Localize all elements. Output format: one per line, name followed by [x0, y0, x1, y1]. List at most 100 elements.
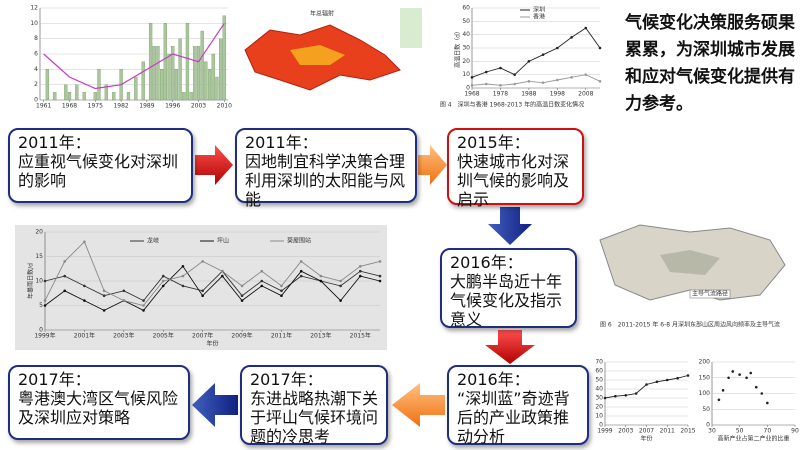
bar	[53, 92, 57, 101]
map-caption: 图 6 2011-2015 年 6-8 月深圳东部山区周边风向频率及主导气流	[600, 321, 780, 329]
x-axis-label: 年份	[640, 435, 652, 443]
point	[745, 376, 748, 380]
y-tick-label: 10	[30, 20, 38, 27]
y-tick-label: 6	[34, 51, 38, 58]
point	[83, 284, 86, 288]
x-tick-label: 1961	[36, 103, 51, 110]
point	[721, 389, 725, 392]
map-title: 年总辐射	[310, 10, 334, 18]
x-tick-label: 2011	[660, 428, 675, 435]
bar	[160, 69, 164, 101]
point	[240, 299, 244, 302]
y-tick-label: 10	[462, 71, 470, 78]
arrow	[392, 383, 445, 427]
y-tick-label: 0	[706, 422, 710, 429]
point	[299, 269, 303, 273]
bar	[141, 61, 145, 101]
y-tick-label: 0	[34, 97, 38, 104]
bar	[45, 69, 49, 101]
bar	[207, 69, 212, 101]
point	[339, 284, 342, 288]
map-wind: 主导气流路径 图 6 2011-2015 年 6-8 月深圳东部山区周边风向频率…	[599, 224, 786, 329]
x-tick-label: 30	[708, 428, 716, 435]
point	[665, 378, 669, 382]
flow-box: 2016年： 大鹏半岛近十年气候变化及指示意义	[440, 248, 577, 329]
x-tick-label: 2013年	[310, 332, 331, 340]
point	[570, 36, 573, 39]
box-year: 2017年：	[18, 370, 91, 389]
point	[378, 260, 382, 263]
point	[181, 274, 185, 278]
bar	[64, 84, 68, 101]
y-tick-label: 12	[30, 5, 38, 12]
box-title: “深圳蓝”奇迹背后的产业政策推动分析	[457, 389, 570, 446]
point	[499, 84, 502, 87]
y-tick-label: 50	[702, 406, 710, 413]
bar	[189, 92, 193, 101]
x-tick-label: 2015	[680, 428, 695, 435]
y-tick-label: 50	[462, 18, 470, 25]
x-tick-label: 2007年	[192, 332, 213, 340]
point	[603, 396, 607, 400]
arrow	[418, 145, 447, 185]
y-tick-label: 150	[699, 374, 711, 381]
x-tick-label: 50	[736, 428, 744, 435]
point	[240, 284, 244, 288]
point	[598, 80, 602, 83]
point	[201, 260, 204, 263]
point	[754, 385, 758, 389]
series-line	[604, 375, 689, 399]
point	[339, 299, 342, 302]
point	[181, 284, 185, 288]
box-year: 2011年：	[245, 133, 318, 152]
point	[102, 309, 106, 312]
point	[645, 383, 648, 386]
point	[527, 80, 531, 83]
point	[83, 240, 86, 244]
point	[470, 84, 474, 87]
point	[142, 299, 145, 302]
point	[83, 299, 86, 302]
box-year: 2011年：	[18, 133, 91, 152]
box-year: 2015年：	[457, 133, 530, 152]
bar	[152, 46, 156, 101]
flow-box: 2017年： 粤港澳大湾区气候风险及深圳应对策略	[8, 365, 190, 440]
x-tick-label: 1968	[62, 103, 77, 110]
x-tick-label: 1989	[139, 103, 154, 110]
y-tick-label: 60	[595, 368, 603, 375]
point	[614, 394, 617, 398]
x-tick-label: 2011年	[271, 332, 292, 340]
point	[584, 73, 588, 76]
point	[358, 265, 362, 268]
y-tick-label: 50	[595, 377, 603, 384]
point	[161, 274, 165, 278]
bar	[211, 53, 215, 101]
point	[43, 279, 47, 283]
series-line	[471, 27, 601, 78]
point	[655, 380, 659, 384]
x-tick-label: 1968	[464, 91, 479, 98]
point	[240, 294, 244, 298]
bar	[126, 92, 131, 101]
point	[749, 371, 753, 375]
summary: 气候变化决策服务硕果累累，为深圳城市发展和应对气候变化提供有力参考。	[625, 13, 795, 114]
point	[541, 81, 545, 84]
point	[43, 304, 47, 307]
y-tick-label: 10	[595, 413, 603, 420]
arrow	[195, 145, 233, 185]
y-tick-label: 70	[595, 359, 603, 366]
legend-label: 坪山	[217, 237, 229, 245]
y-axis-label: 年暴雨日数/d	[27, 263, 35, 299]
point	[142, 304, 145, 307]
point	[738, 373, 741, 376]
point	[676, 376, 679, 380]
y-tick-label: 200	[699, 359, 711, 366]
point	[260, 284, 264, 288]
x-tick-label: 2003	[618, 428, 633, 435]
point	[624, 394, 628, 397]
bar	[196, 46, 201, 101]
flow-box: 2011年： 应重视气候变化对深圳的影响	[8, 128, 193, 203]
flow-box: 2015年： 快速城市化对深圳气候的影响及启示	[447, 128, 584, 209]
series-line	[471, 74, 601, 86]
point	[731, 370, 735, 373]
